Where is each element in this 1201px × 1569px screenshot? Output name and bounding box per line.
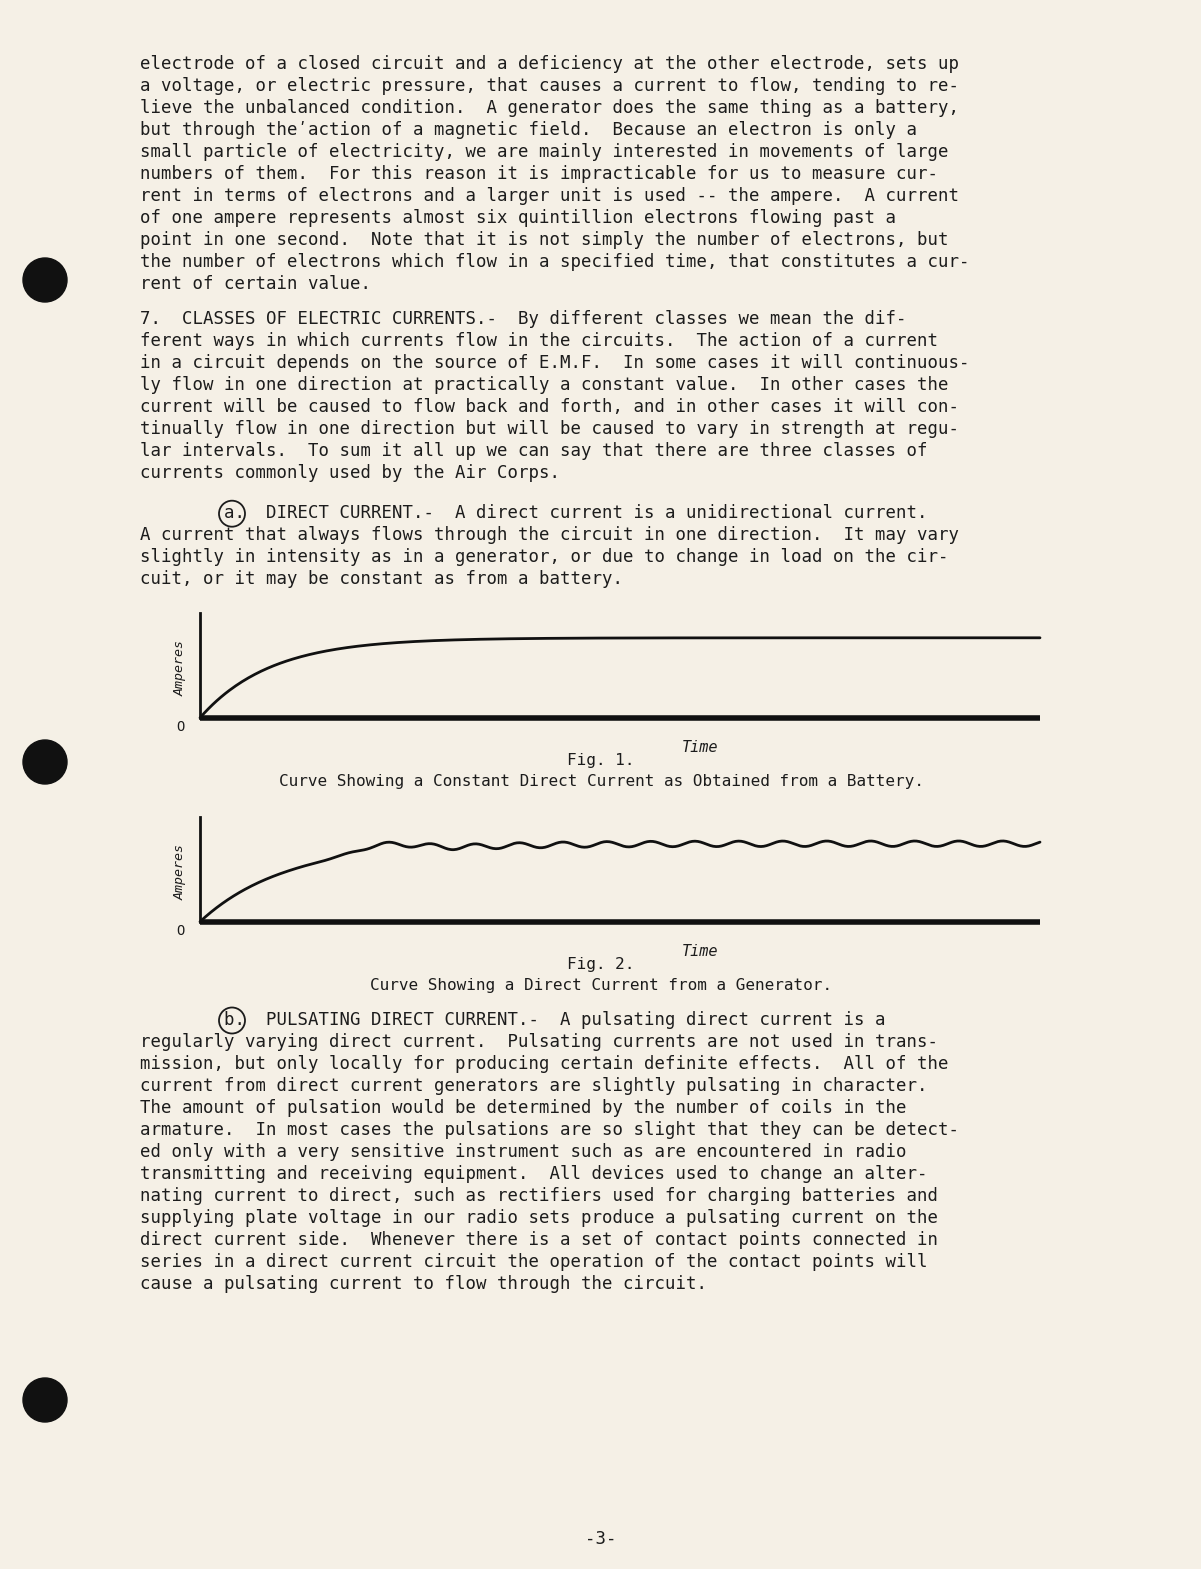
Text: a.  DIRECT CURRENT.-  A direct current is a unidirectional current.: a. DIRECT CURRENT.- A direct current is …: [141, 504, 927, 522]
Text: armature.  In most cases the pulsations are so slight that they can be detect-: armature. In most cases the pulsations a…: [141, 1120, 960, 1139]
Text: but through theʹaction of a magnetic field.  Because an electron is only a: but through theʹaction of a magnetic fie…: [141, 121, 918, 140]
Text: rent in terms of electrons and a larger unit is used -- the ampere.  A current: rent in terms of electrons and a larger …: [141, 187, 960, 206]
Circle shape: [23, 257, 67, 301]
Text: Curve Showing a Direct Current from a Generator.: Curve Showing a Direct Current from a Ge…: [370, 977, 832, 993]
Text: ly flow in one direction at practically a constant value.  In other cases the: ly flow in one direction at practically …: [141, 377, 949, 394]
Text: currents commonly used by the Air Corps.: currents commonly used by the Air Corps.: [141, 464, 560, 482]
Text: Time: Time: [682, 943, 718, 959]
Text: Curve Showing a Constant Direct Current as Obtained from a Battery.: Curve Showing a Constant Direct Current …: [279, 774, 924, 789]
Text: nating current to direct, such as rectifiers used for charging batteries and: nating current to direct, such as rectif…: [141, 1186, 938, 1205]
Text: small particle of electricity, we are mainly interested in movements of large: small particle of electricity, we are ma…: [141, 143, 949, 162]
Text: Time: Time: [682, 741, 718, 755]
Text: mission, but only locally for producing certain definite effects.  All of the: mission, but only locally for producing …: [141, 1054, 949, 1073]
Text: 7.  CLASSES OF ELECTRIC CURRENTS.-  By different classes we mean the dif-: 7. CLASSES OF ELECTRIC CURRENTS.- By dif…: [141, 311, 907, 328]
Text: in a circuit depends on the source of E.M.F.  In some cases it will continuous-: in a circuit depends on the source of E.…: [141, 355, 969, 372]
Text: current will be caused to flow back and forth, and in other cases it will con-: current will be caused to flow back and …: [141, 399, 960, 416]
Text: direct current side.  Whenever there is a set of contact points connected in: direct current side. Whenever there is a…: [141, 1230, 938, 1249]
Text: regularly varying direct current.  Pulsating currents are not used in trans-: regularly varying direct current. Pulsat…: [141, 1032, 938, 1051]
Text: -3-: -3-: [585, 1530, 617, 1549]
Text: ferent ways in which currents flow in the circuits.  The action of a current: ferent ways in which currents flow in th…: [141, 333, 938, 350]
Text: supplying plate voltage in our radio sets produce a pulsating current on the: supplying plate voltage in our radio set…: [141, 1208, 938, 1227]
Text: the number of electrons which flow in a specified time, that constitutes a cur-: the number of electrons which flow in a …: [141, 253, 969, 271]
Text: series in a direct current circuit the operation of the contact points will: series in a direct current circuit the o…: [141, 1252, 927, 1271]
Text: b.  PULSATING DIRECT CURRENT.-  A pulsating direct current is a: b. PULSATING DIRECT CURRENT.- A pulsatin…: [141, 1010, 885, 1029]
Text: lar intervals.  To sum it all up we can say that there are three classes of: lar intervals. To sum it all up we can s…: [141, 442, 927, 460]
Text: tinually flow in one direction but will be caused to vary in strength at regu-: tinually flow in one direction but will …: [141, 420, 960, 438]
Text: Amperes: Amperes: [173, 844, 186, 899]
Text: of one ampere represents almost six quintillion electrons flowing past a: of one ampere represents almost six quin…: [141, 209, 896, 228]
Text: rent of certain value.: rent of certain value.: [141, 275, 371, 293]
Text: electrode of a closed circuit and a deficiency at the other electrode, sets up: electrode of a closed circuit and a defi…: [141, 55, 960, 74]
Text: transmitting and receiving equipment.  All devices used to change an alter-: transmitting and receiving equipment. Al…: [141, 1164, 927, 1183]
Text: A current that always flows through the circuit in one direction.  It may vary: A current that always flows through the …: [141, 526, 960, 544]
Text: cause a pulsating current to flow through the circuit.: cause a pulsating current to flow throug…: [141, 1274, 707, 1293]
Circle shape: [23, 1378, 67, 1422]
Text: ed only with a very sensitive instrument such as are encountered in radio: ed only with a very sensitive instrument…: [141, 1142, 907, 1161]
Circle shape: [23, 741, 67, 784]
Text: Fig. 2.: Fig. 2.: [567, 957, 634, 971]
Text: O: O: [177, 924, 185, 938]
Text: a voltage, or electric pressure, that causes a current to flow, tending to re-: a voltage, or electric pressure, that ca…: [141, 77, 960, 96]
Text: slightly in intensity as in a generator, or due to change in load on the cir-: slightly in intensity as in a generator,…: [141, 548, 949, 566]
Text: cuit, or it may be constant as from a battery.: cuit, or it may be constant as from a ba…: [141, 570, 623, 588]
Text: Fig. 1.: Fig. 1.: [567, 753, 634, 767]
Text: numbers of them.  For this reason it is impracticable for us to measure cur-: numbers of them. For this reason it is i…: [141, 165, 938, 184]
Text: point in one second.  Note that it is not simply the number of electrons, but: point in one second. Note that it is not…: [141, 231, 949, 249]
Text: lieve the unbalanced condition.  A generator does the same thing as a battery,: lieve the unbalanced condition. A genera…: [141, 99, 960, 118]
Text: O: O: [177, 720, 185, 734]
Text: Amperes: Amperes: [173, 640, 186, 695]
Text: current from direct current generators are slightly pulsating in character.: current from direct current generators a…: [141, 1076, 927, 1095]
Text: The amount of pulsation would be determined by the number of coils in the: The amount of pulsation would be determi…: [141, 1098, 907, 1117]
